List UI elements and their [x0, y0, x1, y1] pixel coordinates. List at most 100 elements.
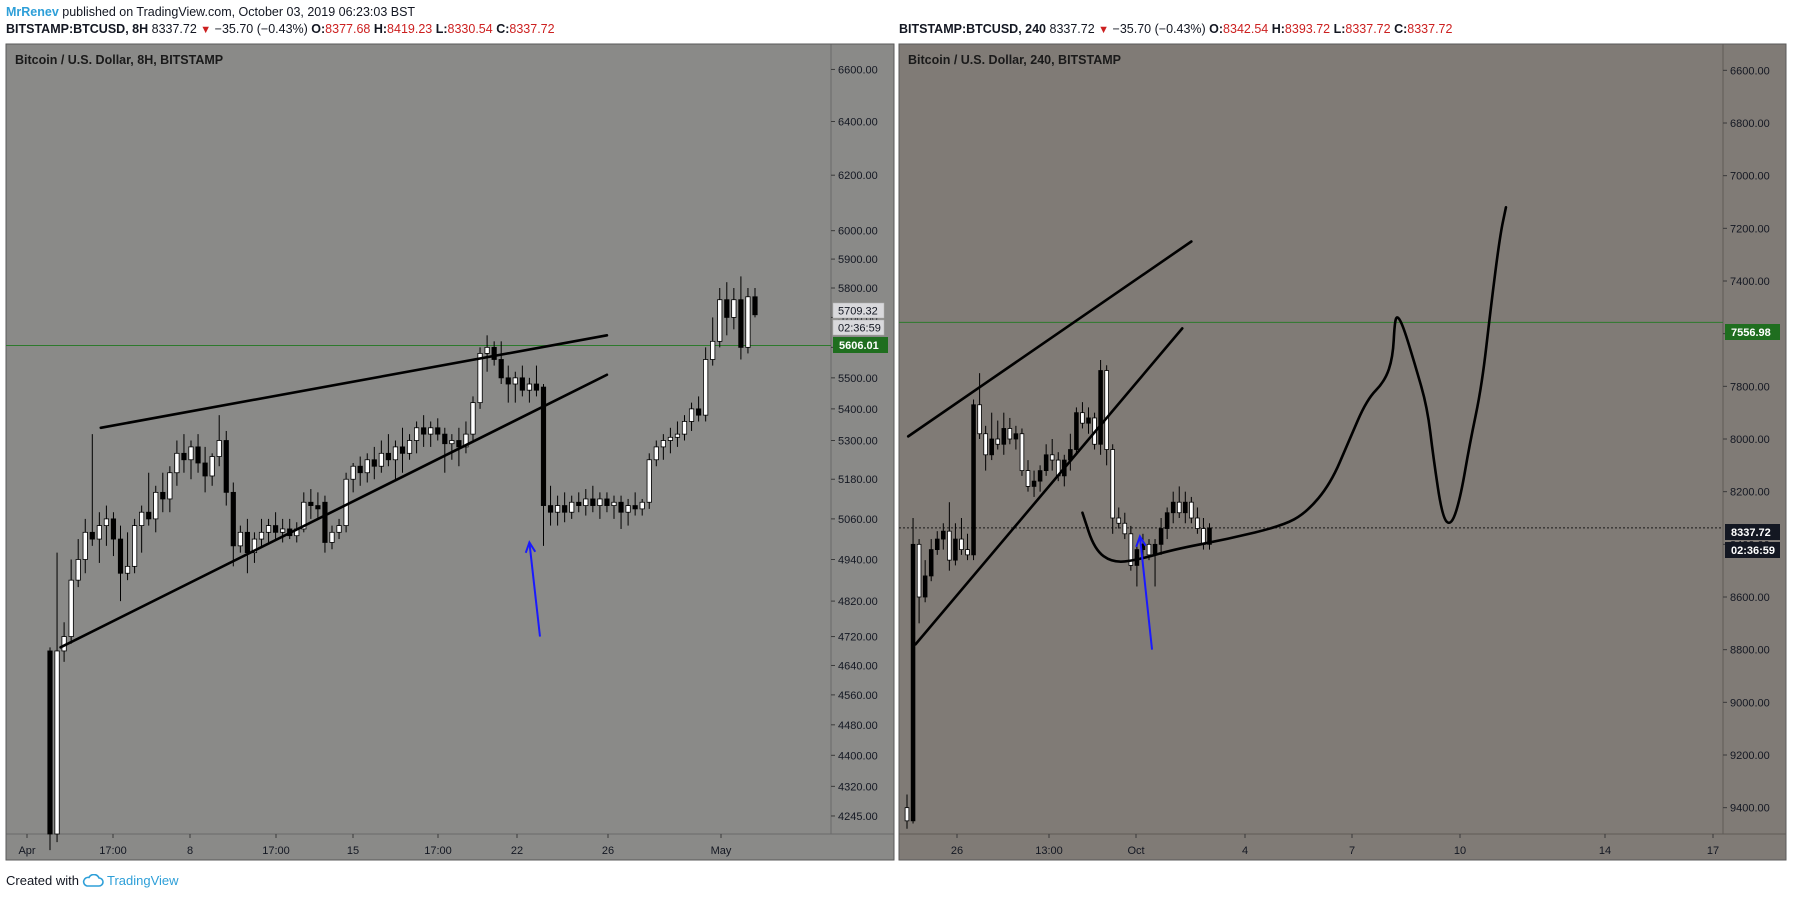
candle[interactable] [209, 453, 215, 486]
candle[interactable] [463, 421, 469, 454]
candle[interactable] [934, 531, 940, 555]
candle[interactable] [308, 489, 314, 519]
candle[interactable] [244, 518, 250, 574]
candle[interactable] [941, 523, 946, 550]
candle[interactable] [378, 440, 384, 473]
candle[interactable] [752, 288, 758, 318]
candle[interactable] [526, 377, 532, 403]
candle[interactable] [597, 492, 603, 519]
candle[interactable] [181, 434, 187, 473]
candle[interactable] [470, 396, 476, 441]
candle[interactable] [117, 525, 124, 602]
candle[interactable] [399, 427, 406, 473]
right-drawings[interactable] [906, 205, 1508, 650]
candle[interactable] [724, 282, 730, 336]
candle[interactable] [618, 495, 624, 529]
candle[interactable] [322, 495, 328, 553]
candle[interactable] [167, 466, 173, 513]
candle[interactable] [1116, 507, 1122, 529]
candle[interactable] [922, 560, 928, 603]
candle[interactable] [977, 373, 982, 439]
candle[interactable] [1013, 425, 1019, 450]
candle[interactable] [1019, 428, 1025, 476]
candle[interactable] [745, 288, 751, 354]
candle[interactable] [273, 512, 279, 540]
candle[interactable] [174, 440, 180, 486]
candle[interactable] [336, 518, 342, 540]
candle[interactable] [371, 446, 377, 480]
candle[interactable] [329, 525, 335, 550]
author-link[interactable]: MrRenev [6, 5, 59, 19]
candle[interactable] [953, 523, 958, 566]
candle[interactable] [1110, 444, 1115, 534]
candle[interactable] [195, 434, 201, 473]
trend-line[interactable] [59, 373, 609, 649]
candle[interactable] [688, 402, 695, 431]
candle[interactable] [47, 647, 53, 851]
candle[interactable] [576, 492, 582, 513]
candle[interactable] [315, 492, 321, 519]
candle[interactable] [477, 347, 483, 409]
candle[interactable] [995, 420, 1001, 450]
candle[interactable] [1086, 407, 1091, 434]
candle[interactable] [547, 485, 554, 526]
trend-line[interactable] [914, 327, 1184, 646]
candle[interactable] [385, 434, 391, 467]
candle[interactable] [1128, 525, 1134, 571]
candle[interactable] [406, 434, 413, 460]
candle[interactable] [681, 415, 688, 441]
candle[interactable] [1207, 523, 1212, 550]
candle[interactable] [280, 518, 286, 543]
candle[interactable] [533, 365, 540, 397]
candle[interactable] [343, 472, 349, 533]
candle[interactable] [1031, 470, 1037, 497]
left-time-axis[interactable] [6, 834, 894, 860]
candle[interactable] [710, 317, 716, 366]
candle[interactable] [89, 434, 95, 546]
candle[interactable] [230, 482, 236, 567]
candle[interactable] [983, 425, 988, 471]
candle[interactable] [1007, 417, 1013, 445]
candle[interactable] [703, 347, 709, 422]
candle[interactable] [1104, 365, 1109, 466]
candle[interactable] [947, 502, 952, 571]
blue-arrow[interactable] [524, 540, 541, 637]
candle[interactable] [75, 539, 81, 588]
candle[interactable] [959, 518, 964, 555]
candle[interactable] [1176, 486, 1182, 518]
candle[interactable] [139, 505, 145, 553]
candle[interactable] [54, 552, 60, 843]
candle[interactable] [435, 418, 441, 441]
candle[interactable] [1025, 460, 1031, 492]
candle[interactable] [491, 341, 497, 366]
left-price-axis[interactable] [831, 44, 894, 834]
candle[interactable] [68, 559, 74, 644]
candle[interactable] [731, 288, 737, 330]
candle[interactable] [512, 371, 518, 403]
candle[interactable] [392, 440, 399, 480]
candle[interactable] [1183, 491, 1188, 524]
candle[interactable] [160, 472, 166, 513]
right-price-axis[interactable] [1723, 44, 1786, 834]
candle[interactable] [421, 415, 427, 447]
candle[interactable] [667, 427, 673, 454]
candle[interactable] [904, 794, 910, 829]
left-chart-pane[interactable]: Bitcoin / U.S. Dollar, 8H, BITSTAMP 6600… [5, 43, 895, 861]
tradingview-link[interactable]: TradingView [106, 873, 179, 888]
candle[interactable] [674, 421, 681, 447]
blue-arrow[interactable] [1135, 534, 1154, 650]
candle[interactable] [223, 430, 229, 506]
candle[interactable] [484, 335, 490, 372]
candle[interactable] [590, 485, 596, 513]
candle[interactable] [569, 495, 575, 519]
candle[interactable] [103, 505, 109, 546]
candle[interactable] [1037, 465, 1043, 492]
candle[interactable] [265, 518, 272, 543]
candle[interactable] [1164, 507, 1170, 540]
candle[interactable] [583, 489, 589, 516]
right-plot-background[interactable] [899, 44, 1723, 834]
candle[interactable] [1195, 507, 1200, 534]
candle[interactable] [442, 427, 448, 473]
trend-line[interactable] [99, 334, 609, 430]
